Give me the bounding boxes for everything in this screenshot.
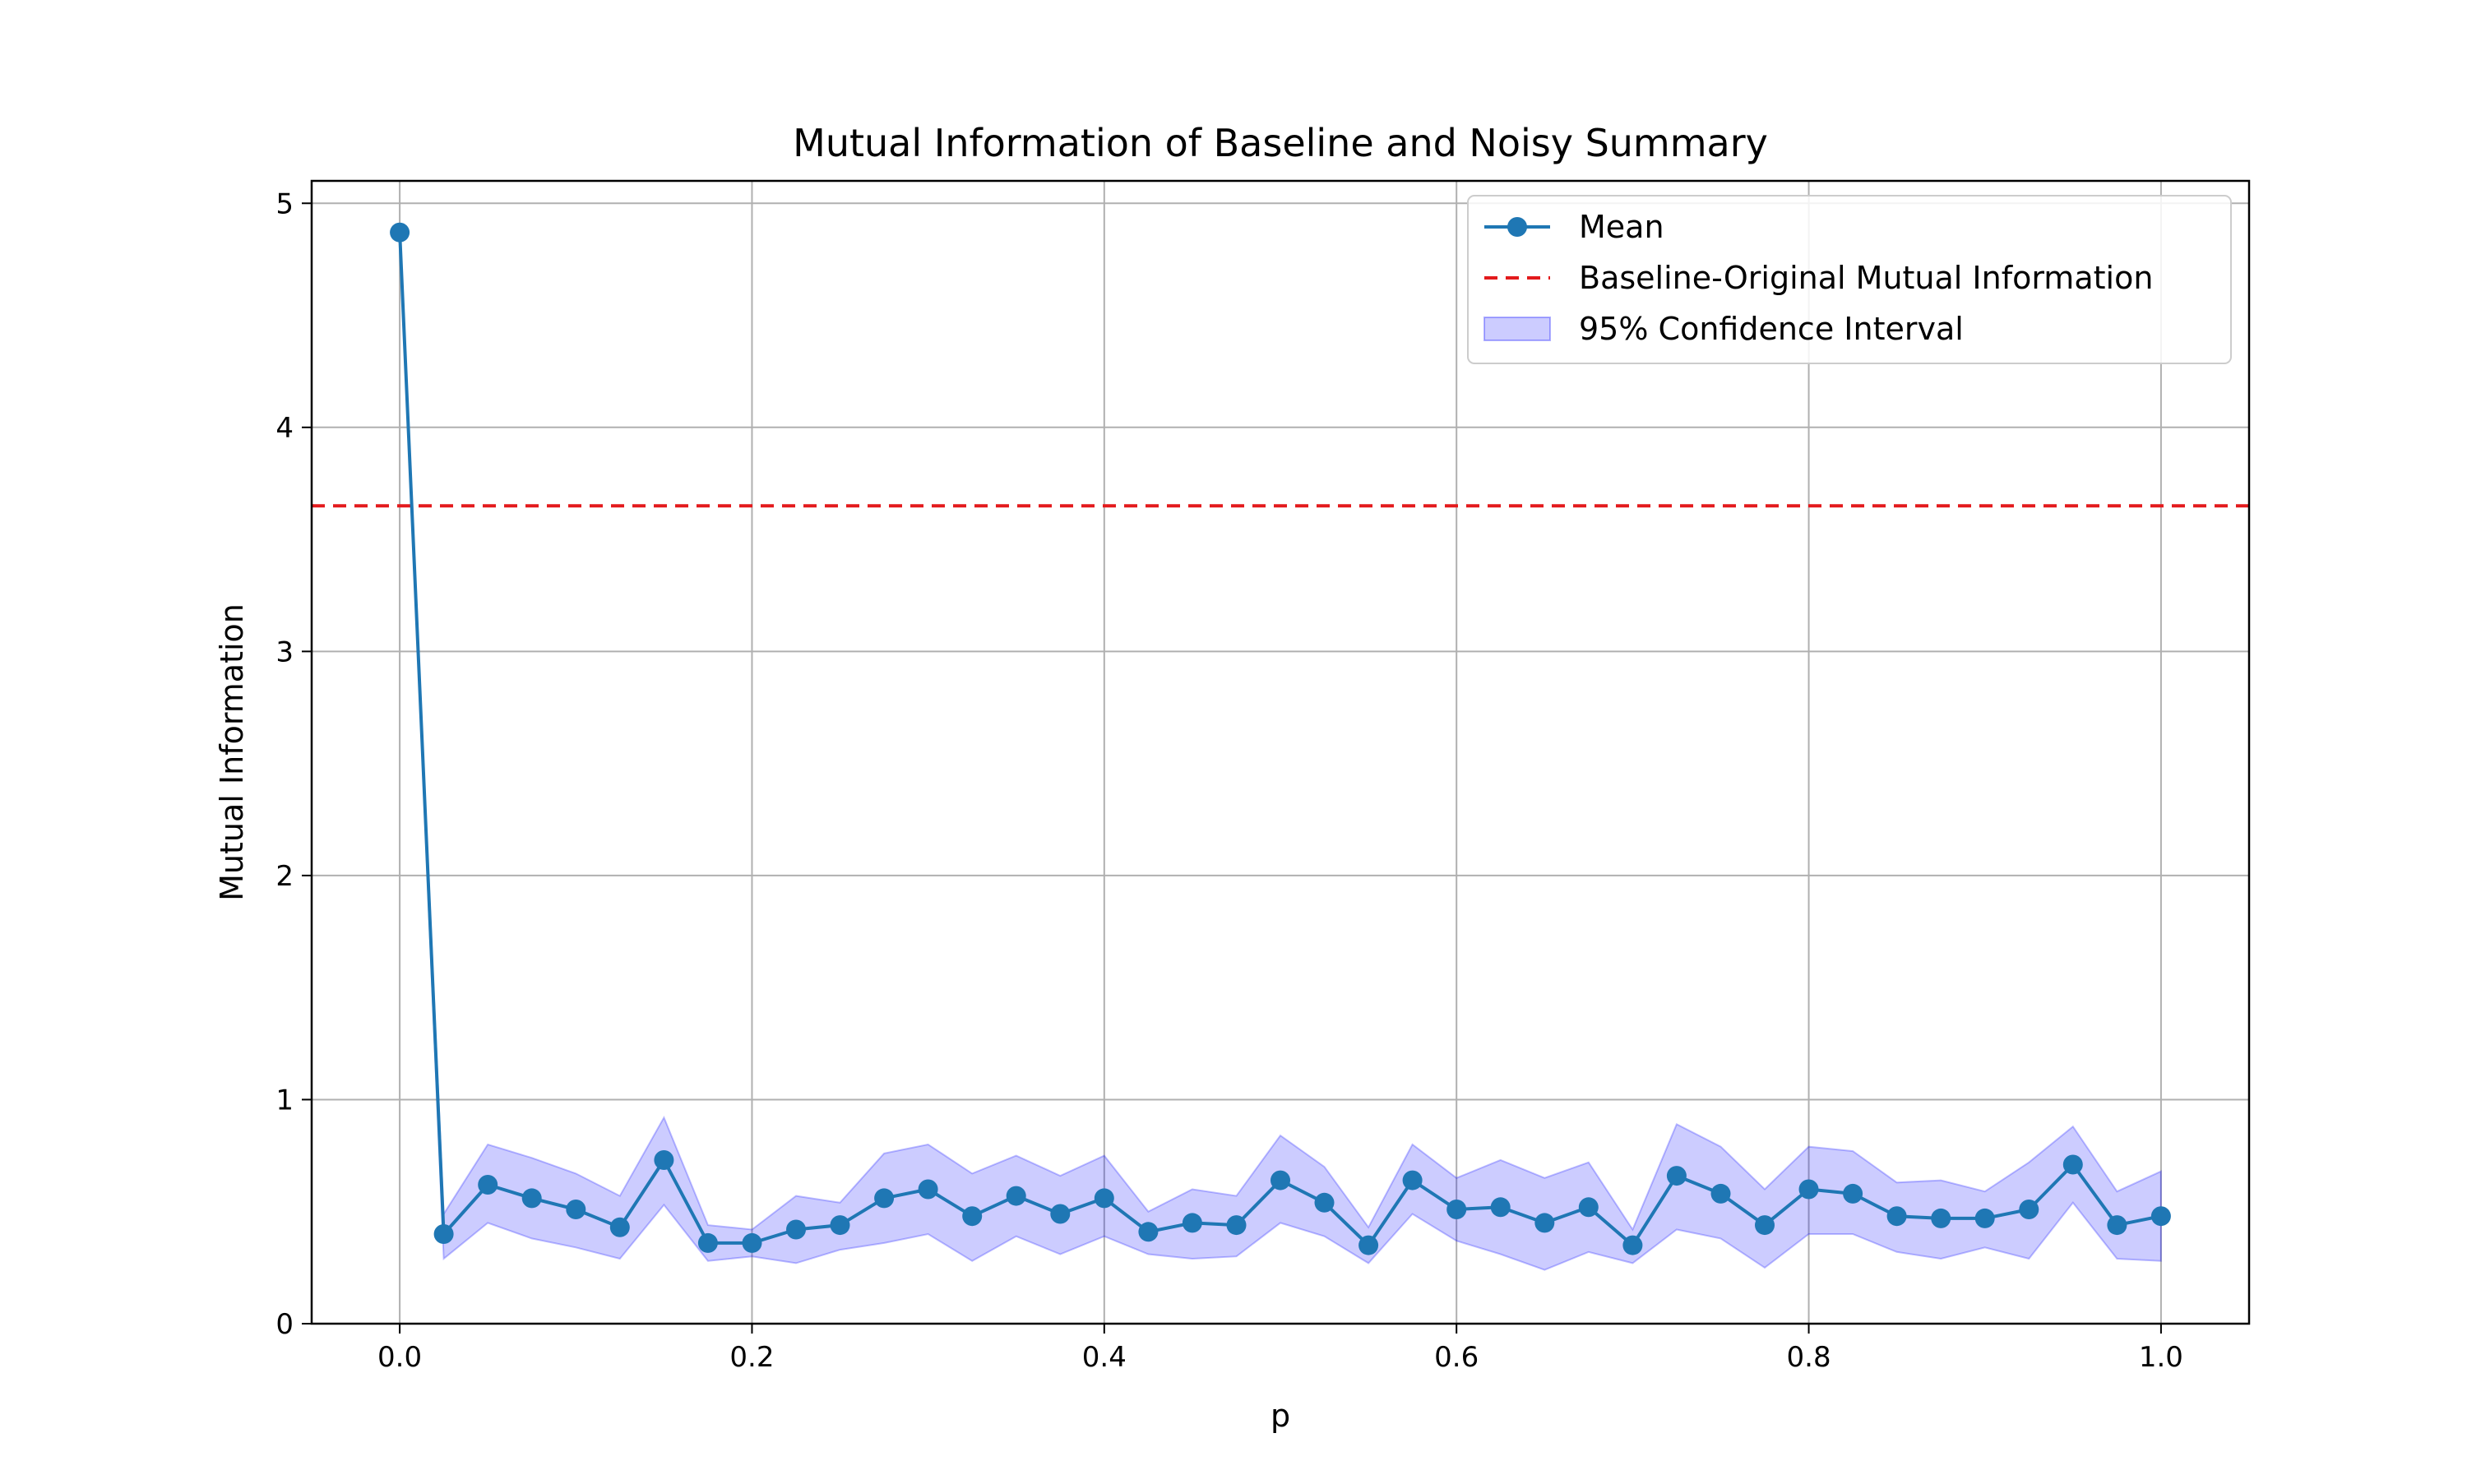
chart-title: Mutual Information of Baseline and Noisy…: [793, 121, 1768, 165]
mean-point-40: [2150, 1206, 2171, 1227]
legend-label-ci: 95% Confidence Interval: [1579, 311, 1964, 347]
mean-point-23: [1402, 1170, 1423, 1190]
plot-frame: [310, 179, 2251, 1325]
mean-point-16: [1094, 1188, 1114, 1209]
y-tick-label-4: 4: [275, 412, 294, 445]
mean-point-18: [1182, 1213, 1202, 1233]
mean-point-7: [697, 1232, 718, 1253]
x-tick-label-5: 1.0: [2139, 1341, 2183, 1374]
mean-point-30: [1710, 1183, 1731, 1204]
y-tick-label-3: 3: [275, 636, 294, 668]
mean-point-32: [1798, 1179, 1819, 1200]
x-tick-label-0: 0.0: [377, 1341, 422, 1374]
mean-point-24: [1446, 1200, 1467, 1219]
mean-point-25: [1490, 1197, 1511, 1218]
mean-point-20: [1271, 1170, 1290, 1190]
x-axis-ticks: 0.0 0.2 0.4 0.6 0.8 1.0: [377, 1324, 2183, 1374]
mean-point-2: [478, 1175, 498, 1195]
mean-point-19: [1226, 1215, 1247, 1236]
legend: Mean Baseline-Original Mutual Informatio…: [1467, 195, 2232, 364]
mean-point-36: [1974, 1208, 1995, 1228]
mean-point-0: [390, 222, 410, 243]
mean-point-21: [1314, 1192, 1335, 1213]
mean-point-38: [2062, 1154, 2083, 1175]
mean-point-31: [1755, 1215, 1775, 1236]
mean-point-17: [1138, 1222, 1159, 1242]
y-tick-label-2: 2: [275, 860, 294, 893]
y-tick-label-5: 5: [275, 187, 294, 220]
mean-point-10: [830, 1215, 850, 1236]
mean-point-4: [566, 1200, 586, 1219]
mean-point-13: [962, 1206, 983, 1227]
mean-point-39: [2107, 1215, 2127, 1236]
x-tick-label-3: 0.6: [1434, 1341, 1479, 1374]
mean-point-29: [1666, 1166, 1687, 1186]
legend-mean-marker-swatch: [1507, 217, 1527, 237]
mean-point-34: [1886, 1206, 1907, 1227]
mean-point-6: [654, 1150, 674, 1170]
y-axis-title: Mutual Information: [214, 603, 250, 901]
x-tick-label-1: 0.2: [729, 1341, 774, 1374]
legend-box: [1467, 195, 2232, 364]
legend-ci-swatch: [1483, 317, 1551, 341]
mean-point-11: [874, 1188, 895, 1209]
mean-point-37: [2019, 1200, 2039, 1219]
mean-point-26: [1534, 1213, 1555, 1233]
mean-point-8: [742, 1232, 762, 1253]
mean-point-28: [1622, 1235, 1643, 1255]
mean-point-1: [433, 1224, 454, 1244]
x-axis-title: p: [1271, 1398, 1290, 1434]
legend-label-baseline: Baseline-Original Mutual Information: [1579, 260, 2153, 296]
series-layer: [390, 222, 2171, 1255]
mean-point-15: [1050, 1204, 1071, 1224]
mean-point-27: [1578, 1197, 1599, 1218]
mean-point-22: [1358, 1235, 1379, 1255]
y-tick-label-1: 1: [275, 1084, 294, 1116]
mean-point-14: [1006, 1186, 1026, 1206]
mean-point-12: [918, 1179, 938, 1200]
legend-label-mean: Mean: [1579, 209, 1664, 245]
mean-point-35: [1931, 1208, 1951, 1228]
mean-point-3: [521, 1188, 542, 1209]
y-tick-label-0: 0: [275, 1308, 294, 1341]
mean-point-9: [786, 1219, 806, 1240]
x-tick-label-4: 0.8: [1787, 1341, 1831, 1374]
x-tick-label-2: 0.4: [1082, 1341, 1127, 1374]
y-axis-ticks: 0 1 2 3 4 5: [275, 187, 312, 1341]
mean-point-33: [1843, 1183, 1863, 1204]
mean-point-5: [609, 1217, 630, 1237]
